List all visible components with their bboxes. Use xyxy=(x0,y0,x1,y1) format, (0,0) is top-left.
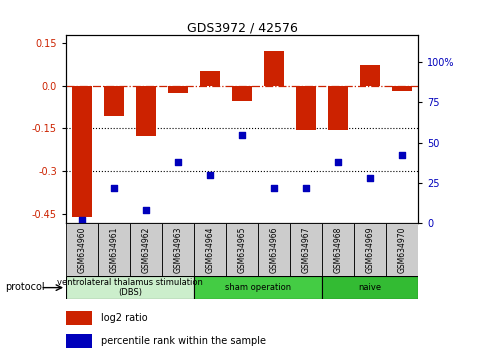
Bar xyxy=(225,223,258,276)
Bar xyxy=(98,223,130,276)
Bar xyxy=(66,223,98,276)
Bar xyxy=(392,86,411,91)
Bar xyxy=(328,86,347,130)
Bar xyxy=(360,65,379,86)
Bar xyxy=(386,223,417,276)
Point xyxy=(269,185,277,190)
Text: GSM634967: GSM634967 xyxy=(301,226,310,273)
Text: log2 ratio: log2 ratio xyxy=(101,313,147,323)
Text: percentile rank within the sample: percentile rank within the sample xyxy=(101,336,265,346)
Text: GSM634964: GSM634964 xyxy=(205,226,214,273)
Bar xyxy=(258,223,289,276)
Text: GSM634969: GSM634969 xyxy=(365,226,374,273)
Bar xyxy=(162,223,194,276)
Bar xyxy=(194,276,322,299)
Text: GSM634966: GSM634966 xyxy=(269,226,278,273)
Bar xyxy=(66,334,92,348)
Text: GSM634961: GSM634961 xyxy=(109,226,118,273)
Bar xyxy=(66,312,92,325)
Point xyxy=(206,172,214,178)
Text: GSM634962: GSM634962 xyxy=(141,226,150,273)
Text: GSM634965: GSM634965 xyxy=(237,226,246,273)
Point xyxy=(110,185,118,190)
Point xyxy=(174,159,182,165)
Point xyxy=(78,217,86,223)
Text: ventrolateral thalamus stimulation
(DBS): ventrolateral thalamus stimulation (DBS) xyxy=(57,278,203,297)
Bar xyxy=(72,86,91,217)
Bar xyxy=(296,86,315,130)
Bar xyxy=(232,86,251,101)
Bar xyxy=(66,276,194,299)
Text: GSM634960: GSM634960 xyxy=(78,226,86,273)
Text: sham operation: sham operation xyxy=(224,283,290,292)
Title: GDS3972 / 42576: GDS3972 / 42576 xyxy=(186,21,297,34)
Bar xyxy=(104,86,123,116)
Text: naive: naive xyxy=(358,283,381,292)
Point xyxy=(142,207,150,213)
Bar xyxy=(194,223,225,276)
Text: GSM634970: GSM634970 xyxy=(397,226,406,273)
Point xyxy=(238,132,245,137)
Text: GSM634963: GSM634963 xyxy=(173,226,182,273)
Bar xyxy=(168,86,187,93)
Bar xyxy=(289,223,322,276)
Text: GSM634968: GSM634968 xyxy=(333,226,342,273)
Bar xyxy=(130,223,162,276)
Bar xyxy=(322,223,353,276)
Bar xyxy=(136,86,155,136)
Text: protocol: protocol xyxy=(5,282,44,292)
Point xyxy=(333,159,341,165)
Bar xyxy=(264,51,283,86)
Bar xyxy=(200,71,219,86)
Point xyxy=(366,175,373,181)
Point xyxy=(397,153,405,158)
Bar xyxy=(322,276,417,299)
Point xyxy=(302,185,309,190)
Bar xyxy=(353,223,386,276)
